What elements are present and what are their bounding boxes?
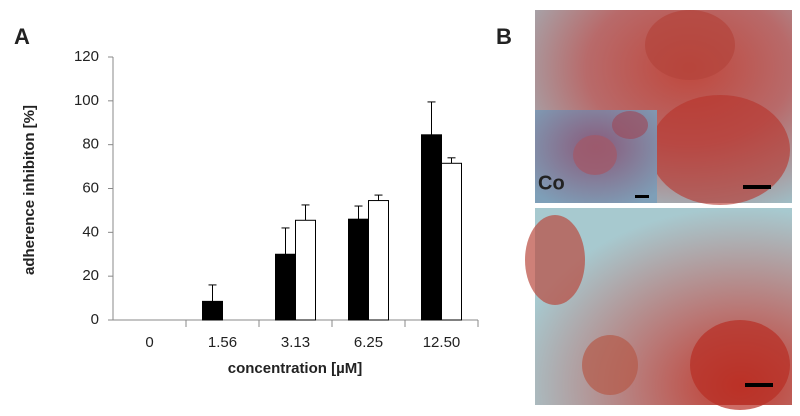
bar bbox=[202, 300, 223, 321]
y-tick-label: 60 bbox=[82, 179, 99, 196]
x-tick-label: 6.25 bbox=[354, 334, 383, 351]
x-tick-label: 12.50 bbox=[423, 334, 461, 351]
micrograph-inset: Co bbox=[535, 110, 657, 203]
panel-label: B bbox=[496, 24, 512, 49]
x-tick-label: 3.13 bbox=[281, 334, 310, 351]
y-tick-label: 20 bbox=[82, 267, 99, 284]
bar bbox=[295, 219, 316, 321]
panel-label: A bbox=[14, 24, 30, 49]
y-tick-label: 120 bbox=[74, 48, 99, 65]
y-tick-label: 0 bbox=[91, 311, 99, 328]
x-axis-label: concentration [µM] bbox=[228, 360, 362, 377]
x-tick-label: 0 bbox=[145, 334, 153, 351]
y-tick-label: 40 bbox=[82, 223, 99, 240]
bar bbox=[421, 134, 442, 321]
x-tick-label: 1.56 bbox=[208, 334, 237, 351]
y-tick-label: 80 bbox=[82, 136, 99, 153]
micrograph-bottom bbox=[525, 208, 792, 410]
inset-label: Co bbox=[538, 172, 565, 194]
y-tick-label: 100 bbox=[74, 92, 99, 109]
y-axis-label: adherence inhibiton [%] bbox=[21, 105, 38, 275]
bar bbox=[275, 253, 296, 321]
bar bbox=[368, 200, 389, 321]
bar bbox=[441, 162, 462, 321]
bar bbox=[348, 218, 369, 321]
